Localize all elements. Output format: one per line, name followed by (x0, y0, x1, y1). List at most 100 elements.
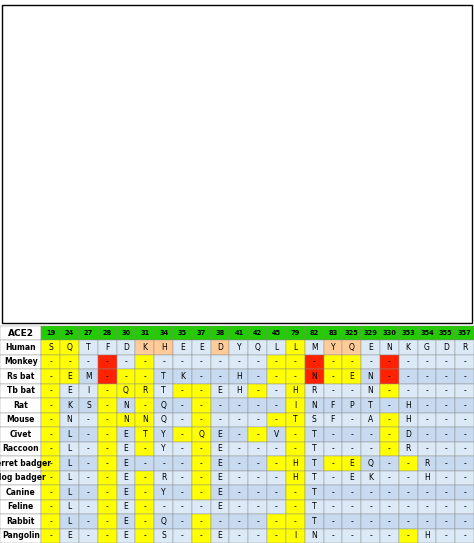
Text: -: - (68, 357, 71, 367)
Text: -: - (463, 502, 466, 512)
Bar (437, 528, 455, 543)
Text: -: - (463, 357, 466, 367)
Bar (455, 326, 474, 340)
Text: -: - (144, 502, 146, 512)
Text: E: E (124, 459, 128, 468)
Bar (361, 441, 380, 456)
Text: 325: 325 (345, 330, 359, 336)
Bar (117, 427, 136, 441)
Bar (267, 500, 286, 514)
Text: 30: 30 (121, 330, 131, 336)
Bar (267, 427, 286, 441)
Text: -: - (331, 502, 334, 512)
Text: -: - (181, 430, 184, 439)
Bar (210, 384, 229, 398)
Text: T: T (86, 343, 91, 352)
Text: L: L (67, 517, 72, 526)
Bar (0, 500, 41, 514)
Text: P: P (349, 401, 354, 410)
Bar (154, 398, 173, 413)
Bar (455, 500, 474, 514)
Bar (286, 441, 305, 456)
Bar (286, 398, 305, 413)
Text: -: - (294, 430, 297, 439)
Text: -: - (294, 444, 297, 453)
Text: -: - (445, 444, 447, 453)
Bar (248, 340, 267, 355)
Bar (136, 441, 154, 456)
Text: -: - (219, 401, 221, 410)
Text: -: - (237, 459, 240, 468)
Bar (380, 471, 399, 485)
Bar (98, 427, 117, 441)
Text: -: - (294, 517, 297, 526)
Bar (173, 500, 192, 514)
Bar (79, 427, 98, 441)
Bar (305, 326, 324, 340)
Bar (192, 384, 210, 398)
Bar (210, 514, 229, 528)
Bar (380, 427, 399, 441)
Text: G: G (424, 343, 430, 352)
Bar (248, 528, 267, 543)
Text: Feline: Feline (8, 502, 34, 512)
Bar (0, 441, 41, 456)
Bar (286, 384, 305, 398)
Bar (324, 514, 342, 528)
Bar (418, 413, 437, 427)
Bar (41, 514, 60, 528)
Text: -: - (331, 372, 334, 381)
Bar (437, 500, 455, 514)
Text: -: - (388, 415, 391, 425)
Text: -: - (350, 387, 353, 395)
Bar (342, 514, 361, 528)
Bar (267, 485, 286, 500)
Bar (437, 326, 455, 340)
Bar (399, 369, 418, 384)
Text: -: - (49, 488, 52, 497)
Bar (173, 413, 192, 427)
Bar (192, 340, 210, 355)
Text: Raccoon: Raccoon (2, 444, 39, 453)
Bar (380, 456, 399, 471)
Bar (210, 500, 229, 514)
Text: -: - (106, 444, 109, 453)
Text: -: - (237, 488, 240, 497)
Bar (324, 441, 342, 456)
Text: Q: Q (161, 401, 166, 410)
Text: R: R (142, 387, 147, 395)
Bar (267, 355, 286, 369)
Text: N: N (311, 531, 317, 540)
Text: -: - (181, 517, 184, 526)
Text: -: - (445, 415, 447, 425)
Bar (305, 427, 324, 441)
Bar (229, 528, 248, 543)
Text: -: - (388, 473, 391, 482)
Bar (361, 485, 380, 500)
Bar (229, 514, 248, 528)
Bar (0, 340, 41, 355)
Bar (380, 528, 399, 543)
Text: N: N (123, 401, 129, 410)
Text: -: - (275, 444, 278, 453)
Bar (361, 326, 380, 340)
Text: -: - (388, 459, 391, 468)
Bar (192, 456, 210, 471)
Text: -: - (426, 488, 428, 497)
Text: N: N (368, 372, 374, 381)
Bar (117, 398, 136, 413)
Text: H: H (424, 531, 430, 540)
Bar (418, 485, 437, 500)
Bar (60, 500, 79, 514)
Text: -: - (275, 387, 278, 395)
Text: -: - (200, 357, 203, 367)
Text: -: - (350, 531, 353, 540)
Text: D: D (405, 430, 411, 439)
Bar (79, 456, 98, 471)
Bar (210, 427, 229, 441)
Bar (173, 514, 192, 528)
Bar (286, 340, 305, 355)
Text: H: H (292, 473, 298, 482)
Text: -: - (350, 517, 353, 526)
Bar (0, 369, 41, 384)
